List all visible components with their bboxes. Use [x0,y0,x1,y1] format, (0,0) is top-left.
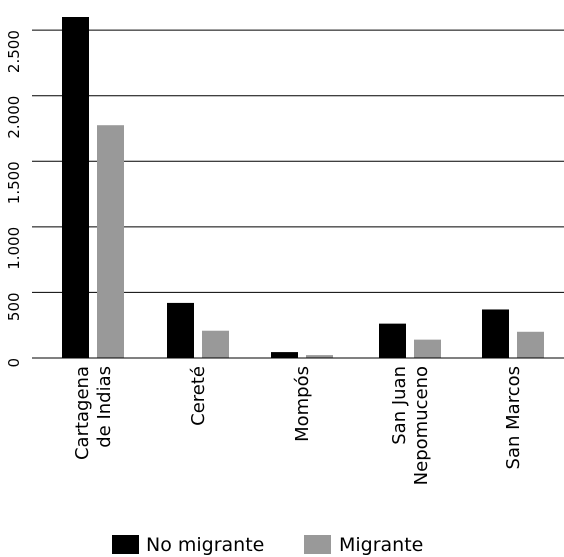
y-tick-label: 1.000 [5,227,23,270]
bar-no-migrante [62,17,89,358]
x-category-label: San Marcos [503,366,524,469]
bars [62,17,544,358]
legend-label: Migrante [339,534,423,556]
x-category-label: Cereté [188,366,209,426]
bar-migrante [97,125,124,358]
legend-swatch [304,535,331,554]
legend-swatch [112,535,139,554]
y-tick-label: 2.500 [5,30,23,73]
bar-migrante [306,355,333,358]
y-tick-label: 2.000 [5,96,23,139]
x-category-label: Cartagena [72,366,93,460]
y-tick-label: 0 [5,358,23,368]
x-category-label: Mompós [292,366,313,442]
bar-no-migrante [167,302,194,358]
bar-migrante [202,330,229,358]
x-category-label: Nepomuceno [411,366,432,485]
legend: No migrante Migrante [112,534,423,556]
bar-no-migrante [482,309,509,358]
legend-label: No migrante [146,534,264,556]
x-category-label: San Juan [389,366,410,445]
y-tick-label: 1.500 [5,161,23,204]
bar-no-migrante [379,323,406,358]
y-tick-label: 500 [5,292,23,321]
bar-no-migrante [271,352,298,358]
x-category-label: de Indias [94,366,115,448]
bar-migrante [414,339,441,358]
x-axis-labels: Cartagena de Indias Cereté Mompós San Juan Ne… [72,366,524,485]
y-axis-ticks: 0 500 1.000 1.500 2.000 2.500 [5,30,23,367]
bar-migrante [517,331,544,358]
